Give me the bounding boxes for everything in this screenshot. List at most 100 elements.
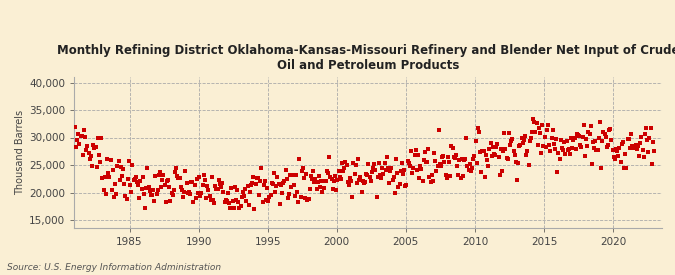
Point [518,138,529,142]
Point [439,160,450,164]
Point [623,137,634,141]
Point [200,178,211,182]
Point [393,185,404,189]
Point [267,181,277,185]
Point [435,162,446,166]
Point [91,165,102,169]
Point [616,141,627,146]
Point [508,149,519,153]
Point [451,153,462,157]
Point [419,150,430,154]
Point [450,156,460,161]
Point [533,143,543,147]
Point [218,190,229,194]
Point [396,168,406,173]
Point [295,194,306,199]
Point [208,198,219,202]
Point [606,138,617,142]
Point [484,147,495,151]
Point [556,146,567,150]
Point [383,166,394,170]
Point [270,190,281,195]
Point [181,181,192,186]
Point [492,142,503,146]
Point [481,153,491,158]
Point [192,177,202,182]
Point [630,143,641,147]
Point [619,166,630,170]
Point [647,162,657,166]
Point [549,146,560,151]
Point [101,191,111,196]
Point [309,180,320,184]
Point [286,185,297,189]
Point [272,175,283,180]
Point [398,171,408,176]
Point [523,163,534,168]
Point [103,171,113,175]
Point [296,169,307,173]
Point [412,168,423,172]
Point [327,187,338,191]
Point [164,185,175,189]
Point [500,147,511,151]
Point [446,144,457,148]
Point [583,130,594,135]
Point [389,191,400,196]
Point [221,199,232,204]
Point [244,189,255,194]
Point [269,171,279,175]
Point [375,173,385,177]
Point [455,176,466,180]
Point [261,198,271,203]
Point [514,144,524,149]
Point [430,159,441,164]
Point [210,184,221,188]
Point [453,173,464,177]
Point [200,196,211,200]
Point [122,177,133,181]
Point [533,126,544,130]
Point [352,181,362,185]
Point [437,155,448,159]
Point [265,193,276,197]
Point [649,148,659,153]
Point [368,165,379,170]
Point [293,200,304,204]
Point [118,167,129,172]
Point [179,190,190,194]
Point [490,152,501,157]
Point [95,160,105,164]
Point [99,188,109,192]
Point [290,194,300,198]
Point [146,193,157,197]
Point [288,183,299,188]
Point [427,173,437,177]
Point [275,183,286,187]
Point [294,157,305,161]
Point [247,181,258,185]
Point [641,126,651,130]
Point [622,137,633,141]
Point [209,201,219,205]
Point [456,157,467,162]
Point [391,157,402,161]
Point [541,144,551,149]
Point [615,160,626,164]
Point [128,177,139,182]
Point [544,142,555,147]
Point [356,190,367,194]
Point [176,185,186,189]
Point [73,132,84,136]
Point [576,145,587,149]
Point [642,138,653,142]
Point [114,178,125,182]
Point [316,178,327,183]
Point [412,153,423,157]
Point [354,177,364,182]
Point [169,170,180,174]
Point [243,203,254,208]
Point [151,192,162,196]
Point [370,168,381,172]
Point [454,158,465,162]
